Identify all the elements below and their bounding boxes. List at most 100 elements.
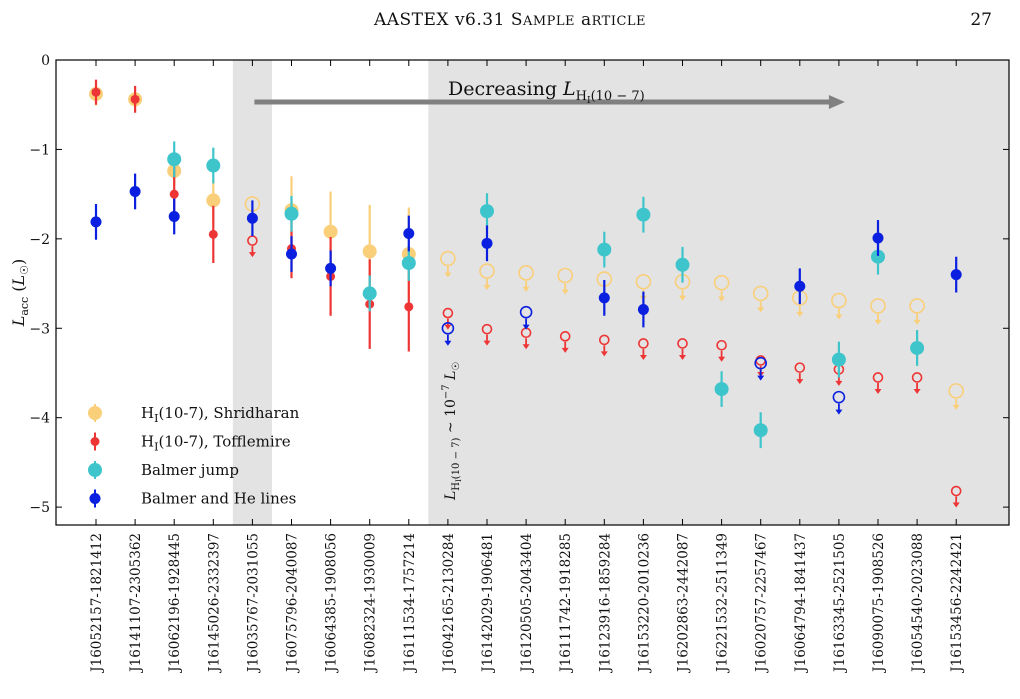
upper-limit-head <box>679 295 686 301</box>
data-point-limit <box>635 273 652 290</box>
upper-limit-head <box>600 351 608 357</box>
upper-limit-head <box>913 388 921 394</box>
y-tick-label: −4 <box>29 411 50 427</box>
upper-limit-head <box>757 307 765 313</box>
data-point <box>206 193 221 208</box>
data-point <box>872 232 884 244</box>
x-tick-label: J16153456-2242421 <box>949 533 965 674</box>
x-tick-label: J16111742-1918285 <box>558 533 574 674</box>
data-point <box>637 303 649 315</box>
shaded-region-1 <box>428 60 1010 525</box>
data-point-limit <box>950 485 962 497</box>
y-axis-label-close: ) <box>9 259 28 265</box>
data-point <box>130 94 140 104</box>
vertical-note-exp: −7 <box>441 384 452 399</box>
upper-limit-head <box>835 314 843 320</box>
data-point <box>208 229 218 239</box>
upper-limit-head <box>874 319 882 325</box>
plot-frame <box>55 59 1010 526</box>
legend-marker <box>88 463 102 477</box>
data-point-limit <box>832 390 846 404</box>
upper-limit-head <box>952 502 960 508</box>
upper-limit-head <box>639 354 647 360</box>
y-tick-label: −3 <box>29 321 50 337</box>
upper-limit-head <box>952 404 960 410</box>
x-tick-label: J16120505-2043404 <box>519 533 535 674</box>
data-point <box>753 423 768 438</box>
x-tick-label: J16035767-2031055 <box>245 533 261 674</box>
x-tick-label: J16142029-1906481 <box>480 533 496 674</box>
legend-marker <box>90 437 100 446</box>
vertical-note-unit: L <box>443 371 459 385</box>
series-2 <box>167 141 925 449</box>
upper-limit-head <box>561 289 569 295</box>
y-tick-label: −5 <box>29 500 50 516</box>
legend-label-main: Balmer and He lines <box>141 490 296 508</box>
vertical-note-sub: H <box>451 482 462 491</box>
data-point <box>910 340 925 355</box>
data-point <box>169 189 179 199</box>
data-point <box>284 206 299 221</box>
data-point <box>401 255 416 270</box>
legend-label: HI(10-7), Shridharan <box>141 404 300 425</box>
data-point-limit <box>752 285 769 302</box>
upper-limit-head <box>444 340 452 346</box>
data-point <box>714 382 729 397</box>
vertical-note-subsub: I <box>455 479 463 482</box>
page-number: 27 <box>970 10 992 30</box>
upper-limit-head <box>718 296 726 302</box>
arrow-label-sub: H <box>576 89 587 104</box>
y-tick-label: −2 <box>29 232 50 248</box>
upper-limit-head <box>874 388 882 394</box>
legend-marker <box>89 493 101 504</box>
arrow-head <box>828 95 845 109</box>
shaded-region-0 <box>232 60 272 525</box>
data-point <box>794 280 806 292</box>
data-point-limit <box>559 331 571 342</box>
upper-limit-head <box>796 379 804 385</box>
x-tick-label: J16075796-2040087 <box>285 533 301 674</box>
data-point <box>206 158 221 173</box>
upper-limit-head <box>757 375 765 381</box>
data-point-limit <box>948 383 965 399</box>
legend-label: Balmer jump <box>141 461 239 479</box>
data-point-limit <box>441 321 455 335</box>
upper-limit-head <box>796 311 804 317</box>
x-tick-label: J16221532-2511349 <box>715 533 731 674</box>
upper-limit-head <box>835 409 843 415</box>
data-point <box>404 302 414 312</box>
arrow-label: Decreasing LHI(10 − 7) <box>448 78 645 106</box>
x-tick-label: J16054540-2023088 <box>910 533 926 674</box>
legend-label-sub: I <box>154 412 158 425</box>
data-point-limit <box>831 292 847 309</box>
data-point <box>403 227 415 239</box>
upper-limit-head <box>522 344 530 350</box>
data-point-limit <box>519 305 533 319</box>
x-tick-label: J16153220-2010236 <box>636 533 652 674</box>
x-tick-label: J16064385-1908056 <box>324 533 340 674</box>
arrow-label-prefix: Decreasing <box>448 78 563 100</box>
data-point <box>325 262 337 274</box>
data-point-limit <box>754 356 768 370</box>
y-tick-label: 0 <box>41 53 50 69</box>
data-point-limit <box>479 263 495 279</box>
vertical-note: LHI(10 − 7) ~ 10−7 L☉ <box>441 362 463 501</box>
data-point-limit <box>481 323 493 335</box>
x-tick-label: J16062196-1928445 <box>167 533 183 674</box>
arrow-label-subsub: I <box>587 96 591 106</box>
series-3 <box>90 173 962 415</box>
x-tick-label: J16123916-1859284 <box>597 533 613 674</box>
y-axis-label-paren: ( <box>9 285 28 296</box>
y-tick-label: −1 <box>29 142 50 158</box>
x-tick-label: J16145026-2332397 <box>206 533 222 674</box>
x-tick-label: J16020757-2257467 <box>754 533 770 674</box>
upper-limit-head <box>483 285 491 291</box>
upper-limit-head <box>248 252 256 258</box>
legend-label: HI(10-7), Tofflemire <box>141 433 291 454</box>
data-point <box>871 249 885 264</box>
x-tick-label: J16202863-2442087 <box>676 533 692 674</box>
y-axis-label-unit-sub: ☉ <box>18 265 31 275</box>
upper-limit-head <box>483 340 491 346</box>
data-point <box>362 286 377 301</box>
